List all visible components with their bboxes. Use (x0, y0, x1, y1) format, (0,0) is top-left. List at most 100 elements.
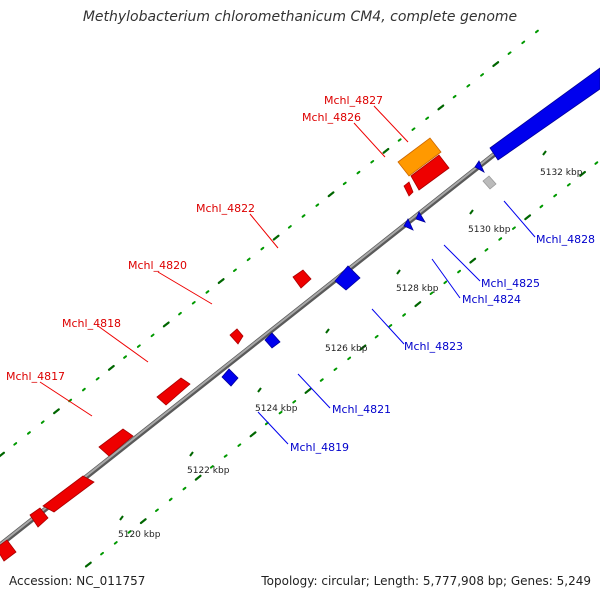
tick-dot (480, 73, 484, 77)
tick-dot (429, 291, 434, 295)
tick-dot (287, 225, 292, 229)
scale-label-5130: 5130 kbp (468, 225, 511, 235)
tick-dot (443, 280, 448, 285)
tick-dot (217, 278, 225, 284)
gene-arrow-forward[interactable] (29, 507, 49, 528)
tick-dot (359, 344, 367, 351)
tick-dot (484, 248, 489, 252)
tick-dot (553, 193, 558, 198)
tick-dot (0, 451, 6, 458)
tick-dot (579, 170, 587, 177)
tick-dot (374, 334, 379, 339)
tick-dot (347, 356, 352, 361)
gene-label-mchl-4826[interactable]: Mchl_4826 (302, 111, 361, 124)
tick-dot (272, 234, 280, 241)
scale-marks: 5120 kbp 5122 kbp 5124 kbp 5126 kbp 5128… (118, 150, 583, 540)
gene-arrow-reverse[interactable] (403, 218, 414, 231)
tick-dot (84, 561, 92, 568)
tick-dot (123, 355, 127, 359)
tick-dot (139, 518, 147, 525)
tick-dot (100, 551, 104, 556)
gene-label-mchl-4822[interactable]: Mchl_4822 (196, 202, 255, 215)
tick-dot (209, 465, 214, 469)
gene-arrow-reverse[interactable] (415, 211, 426, 223)
tick-dot (512, 226, 516, 230)
gene-arrow-forward[interactable] (229, 328, 244, 345)
gene-arrow-forward[interactable] (98, 428, 134, 457)
gene-arrow-reverse[interactable] (474, 160, 485, 173)
tick-dot (370, 160, 375, 164)
tick-dot (127, 530, 132, 534)
gene-label-mchl-4821[interactable]: Mchl_4821 (332, 403, 391, 416)
tick-dot (168, 497, 173, 502)
tick-dot (260, 246, 265, 251)
gene-arrow-reverse[interactable] (334, 265, 361, 291)
gene-arrow-reverse[interactable] (221, 368, 239, 387)
tick-dot (397, 138, 402, 142)
gene-label-mchl-4824[interactable]: Mchl_4824 (462, 293, 521, 306)
gene-label-mchl-4825[interactable]: Mchl_4825 (481, 277, 540, 290)
tick-dot-rows (0, 29, 599, 568)
gene-arrow-reverse[interactable] (264, 332, 281, 349)
tick-dot (150, 333, 155, 338)
gene-label-mchl-4818[interactable]: Mchl_4818 (62, 317, 121, 330)
gene-labels: Mchl_4817 Mchl_4818 Mchl_4820 Mchl_4822 … (6, 94, 595, 454)
gene-arrow-reverse[interactable] (489, 67, 600, 161)
tick-dot (498, 237, 503, 241)
tick-dot (246, 257, 251, 262)
gene-arrow-forward[interactable] (42, 475, 95, 513)
tick-dot (155, 508, 159, 512)
scale-label-5126: 5126 kbp (325, 344, 368, 354)
tick-dot (113, 541, 118, 545)
tick-dot (327, 191, 335, 198)
tick-dot (182, 486, 187, 491)
tick-dot (304, 387, 312, 394)
forward-features (0, 137, 450, 562)
tick-dot (27, 431, 31, 435)
tick-dot (535, 29, 539, 34)
gene-label-mchl-4827[interactable]: Mchl_4827 (324, 94, 383, 107)
tick-dot (82, 387, 86, 392)
tick-dot (315, 203, 320, 207)
tick-dot (194, 474, 202, 481)
gene-label-mchl-4823[interactable]: Mchl_4823 (404, 340, 463, 353)
tick-dot (566, 183, 571, 187)
topology-text: Topology: circular; Length: 5,777,908 bp… (261, 574, 591, 588)
tick-dot (237, 443, 242, 447)
map-title: Methylobacterium chloromethanicum CM4, c… (82, 9, 518, 25)
tick-dot (13, 442, 18, 446)
tick-dot (425, 116, 430, 120)
gene-arrow-forward[interactable] (403, 181, 414, 197)
scale-label-5120: 5120 kbp (118, 530, 161, 540)
tick-dot (136, 344, 141, 348)
reverse-features (221, 67, 600, 387)
gene-arrow-forward[interactable] (410, 154, 450, 191)
tick-dot (414, 301, 422, 308)
tick-dot (278, 410, 283, 415)
tick-dot (492, 61, 500, 68)
gene-arrow-forward[interactable] (397, 137, 442, 177)
tick-dot (178, 311, 182, 316)
gene-arrow-forward[interactable] (156, 377, 191, 406)
tick-dot (539, 204, 544, 209)
tick-dot (249, 431, 257, 438)
tick-dot (402, 313, 406, 317)
tick-dot (205, 290, 210, 294)
tick-dot (52, 408, 60, 415)
tick-dot (356, 170, 361, 175)
accession-text: Accession: NC_011757 (9, 574, 146, 588)
scale-label-5132: 5132 kbp (540, 168, 583, 178)
tick-dot (333, 367, 338, 371)
tick-dot (437, 104, 445, 111)
tick-dot (594, 161, 599, 165)
gene-label-mchl-4817[interactable]: Mchl_4817 (6, 370, 65, 383)
gene-label-mchl-4828[interactable]: Mchl_4828 (536, 233, 595, 246)
scale-label-5122: 5122 kbp (187, 466, 230, 476)
gene-label-mchl-4820[interactable]: Mchl_4820 (128, 259, 187, 272)
gene-arrow-forward[interactable] (0, 539, 17, 562)
gene-arrow-forward[interactable] (292, 269, 312, 289)
gene-arrow-grey[interactable] (482, 175, 497, 190)
scale-label-5128: 5128 kbp (396, 284, 439, 294)
tick-dot (507, 51, 512, 55)
gene-label-mchl-4819[interactable]: Mchl_4819 (290, 441, 349, 454)
